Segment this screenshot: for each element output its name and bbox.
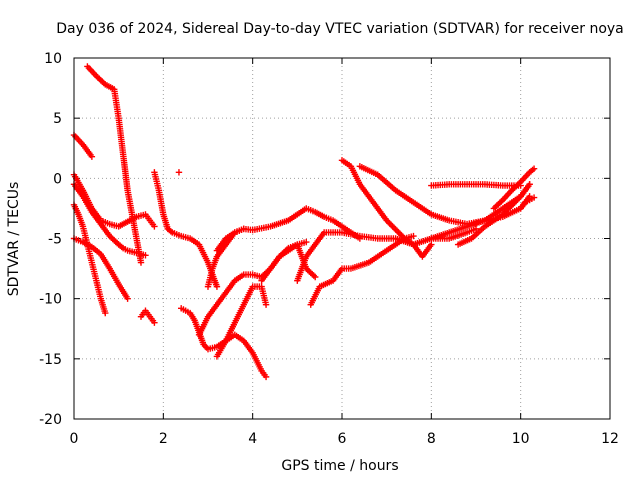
x-tick-label: 12	[601, 431, 619, 447]
y-tick-label: -20	[39, 412, 62, 428]
data-point	[530, 165, 538, 172]
axis-ticks: 0 2 4 6 8 10 12 -20 -15 -10 -5 0 5 10	[39, 51, 619, 447]
data-point	[262, 301, 270, 308]
data-point	[262, 373, 270, 381]
y-tick-label: -5	[48, 232, 62, 248]
y-tick-label: 0	[53, 171, 62, 187]
data-point	[175, 169, 183, 176]
x-tick-label: 8	[427, 431, 436, 447]
y-tick-label: 10	[44, 51, 62, 67]
data-point	[137, 259, 145, 266]
data-point	[312, 273, 319, 281]
data-point	[102, 309, 109, 317]
data-point	[88, 153, 96, 160]
data-point	[142, 252, 149, 259]
data-point	[303, 238, 310, 246]
data-point	[428, 241, 435, 248]
data-point	[151, 319, 158, 326]
y-axis-label: SDTVAR / TECUs	[6, 182, 22, 297]
x-tick-label: 2	[159, 431, 168, 447]
x-tick-label: 4	[248, 431, 257, 447]
data-point	[410, 232, 417, 240]
x-tick-label: 10	[512, 431, 530, 447]
data-point	[526, 181, 533, 188]
x-tick-label: 6	[338, 431, 347, 447]
gridlines	[74, 58, 610, 419]
x-tick-label: 0	[70, 431, 79, 447]
chart-title: Day 036 of 2024, Sidereal Day-to-day VTE…	[56, 21, 624, 37]
y-tick-label: -15	[39, 352, 62, 368]
y-tick-label: -10	[39, 292, 62, 308]
data-point	[124, 295, 131, 302]
y-tick-label: 5	[53, 111, 62, 127]
data-point	[151, 223, 158, 230]
x-axis-label: GPS time / hours	[281, 458, 398, 474]
data-point	[213, 283, 221, 290]
data-point	[530, 194, 538, 201]
plot-frame	[73, 57, 611, 420]
